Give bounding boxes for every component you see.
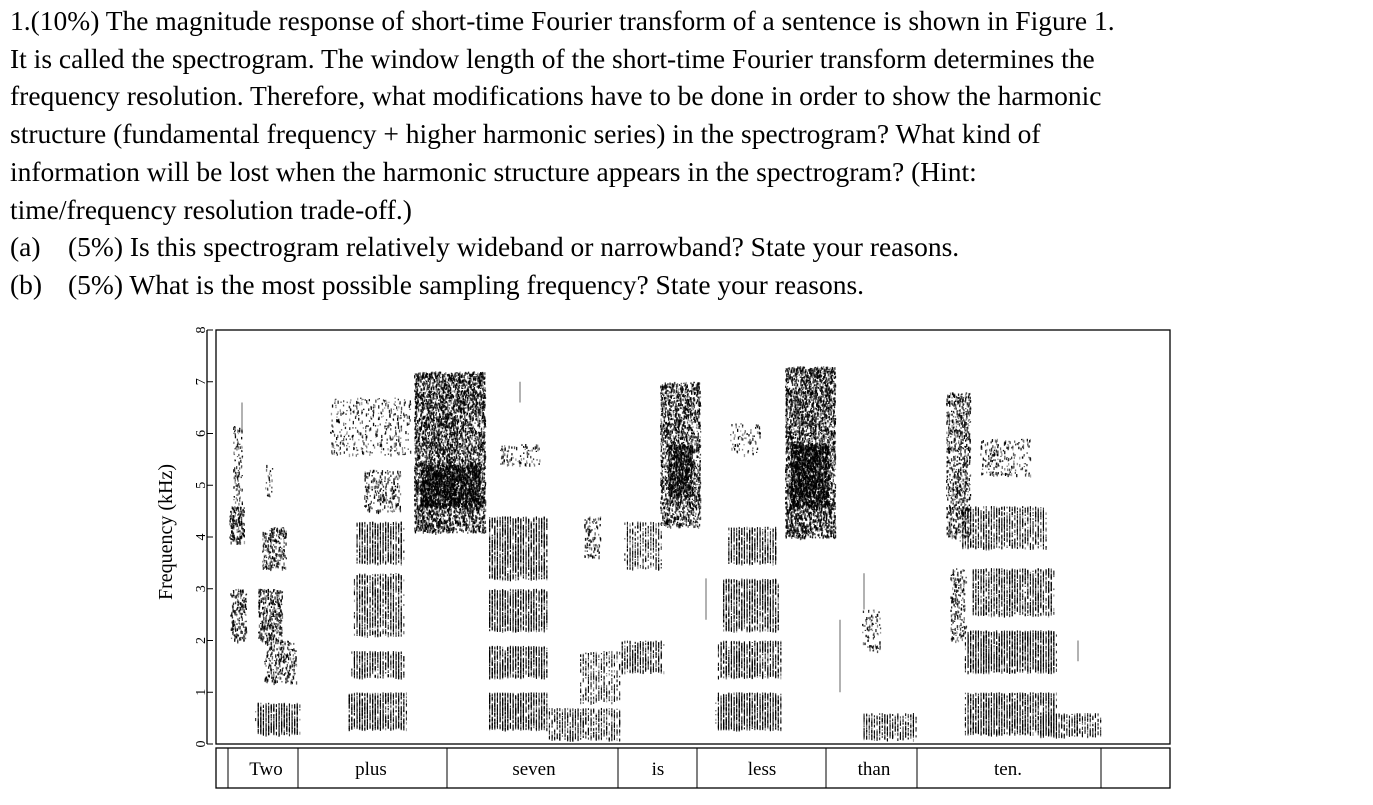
word-label: Two (249, 759, 283, 780)
y-ticks: 0 1 2 3 4 5 6 7 8 (194, 327, 213, 748)
word-label: less (748, 759, 777, 780)
y-tick-label: 6 (194, 430, 209, 437)
y-tick-label: 3 (194, 585, 209, 592)
word-label: plus (355, 759, 387, 780)
y-tick-label: 1 (194, 689, 209, 696)
y-tick-label: 5 (194, 482, 209, 489)
y-tick-label: 2 (194, 637, 209, 644)
y-tick-label: 8 (194, 327, 209, 334)
word-label: than (858, 759, 891, 780)
word-label: is (652, 759, 665, 780)
word-row: Two plus seven is less than ten. (216, 748, 1170, 788)
y-tick-label: 0 (194, 741, 209, 748)
y-tick-label: 7 (194, 378, 209, 385)
y-axis-label: Frequency (kHz) (155, 464, 177, 600)
word-label: ten. (994, 759, 1022, 780)
spectrogram-ink (229, 366, 1101, 742)
word-label: seven (512, 759, 556, 780)
y-tick-label: 4 (194, 534, 209, 541)
